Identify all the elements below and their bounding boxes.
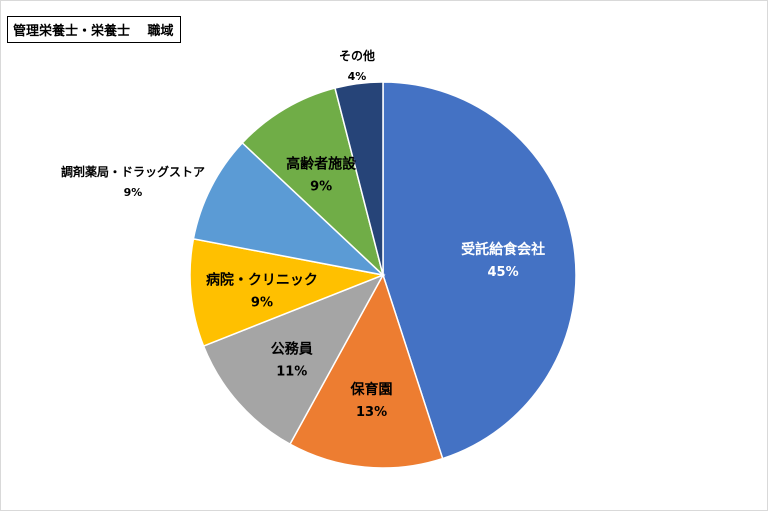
slice-value-label: 4% bbox=[348, 70, 367, 83]
slice-value-label: 11% bbox=[276, 364, 307, 379]
pie-slice bbox=[241, 87, 385, 278]
slice-value-label: 9% bbox=[251, 295, 273, 310]
pie-slice bbox=[192, 141, 386, 277]
slice-value-label: 9% bbox=[124, 186, 143, 199]
slice-value-label: 45% bbox=[488, 265, 519, 280]
slice-label: 高齢者施設 bbox=[286, 155, 357, 172]
pie-slice bbox=[202, 273, 385, 446]
pie-slice bbox=[289, 273, 444, 469]
pie-slice bbox=[382, 81, 577, 460]
slice-label: 調剤薬局・ドラッグストア bbox=[61, 164, 205, 179]
slice-value-label: 13% bbox=[356, 405, 387, 420]
pie-slice bbox=[334, 81, 384, 276]
pie-slice bbox=[189, 237, 386, 348]
slice-label: 保育園 bbox=[350, 381, 393, 398]
slice-value-label: 9% bbox=[310, 179, 332, 194]
slice-label: 公務員 bbox=[271, 340, 313, 357]
slice-label: 病院・クリニック bbox=[206, 271, 318, 288]
slice-label: 受託給食会社 bbox=[461, 241, 545, 258]
slice-label: その他 bbox=[339, 48, 375, 63]
chart-title: 管理栄養士・栄養士 職域 bbox=[7, 16, 181, 43]
